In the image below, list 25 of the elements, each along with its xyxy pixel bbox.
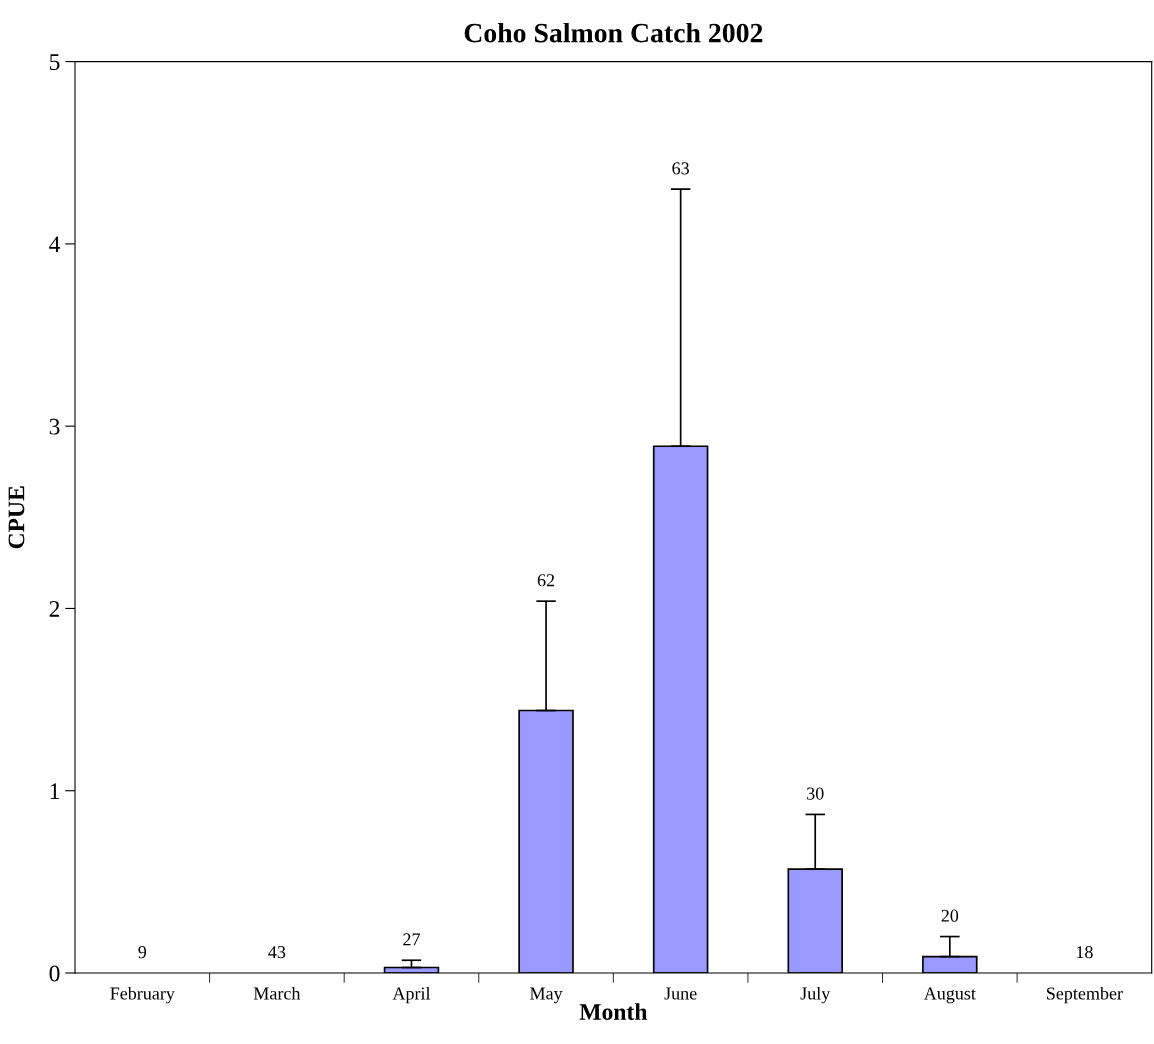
annotation: 63: [672, 162, 689, 175]
annotation: 43: [268, 946, 286, 959]
x-axis-title: Month: [579, 1003, 648, 1020]
y-tick-label: 1: [50, 783, 60, 799]
x-tick-label: February: [110, 986, 175, 1004]
y-tick-label: 2: [49, 601, 60, 617]
annotation: 20: [941, 909, 959, 922]
annotation: 18: [1076, 946, 1093, 959]
y-tick-label: 4: [49, 236, 61, 253]
x-tick-label: May: [530, 987, 563, 1004]
y-tick-label: 3: [49, 418, 60, 435]
x-tick-label: March: [253, 986, 301, 1000]
annotation: 30: [807, 787, 824, 800]
annotation: 62: [537, 574, 555, 587]
x-tick-label: September: [1047, 986, 1123, 1004]
x-tick-label: August: [923, 987, 976, 1004]
chart-title: Coho Salmon Catch 2002: [464, 22, 763, 43]
y-tick-label: 0: [49, 965, 60, 982]
x-tick-label: April: [392, 986, 431, 1004]
annotation: 9: [138, 946, 147, 959]
annotation: 27: [403, 933, 420, 946]
x-tick-label: June: [664, 987, 697, 1000]
y-tick-label: 5: [49, 54, 60, 71]
x-tick-label: July: [800, 986, 831, 1004]
y-axis-title: CPUE: [8, 486, 25, 549]
